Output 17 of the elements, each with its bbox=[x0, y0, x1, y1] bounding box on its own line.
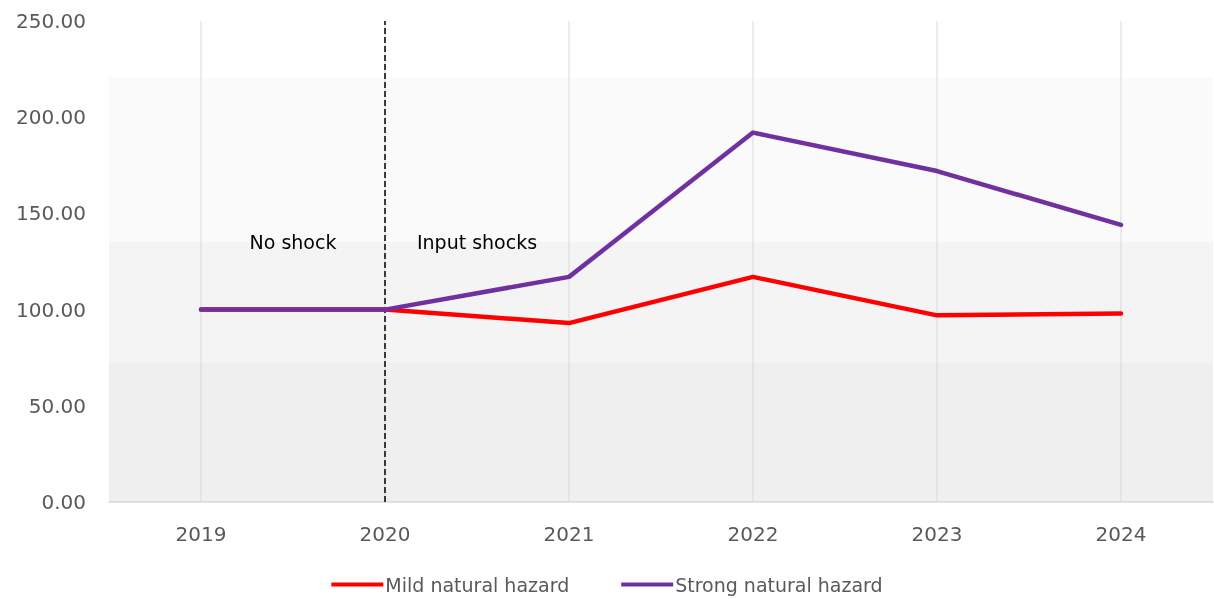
annotation: No shock bbox=[249, 230, 337, 253]
y-tick-label: 200.00 bbox=[16, 105, 86, 130]
annotation: Input shocks bbox=[416, 230, 538, 253]
x-tick-label: 2020 bbox=[359, 522, 411, 546]
x-tick-label: 2024 bbox=[1095, 522, 1147, 546]
x-tick-label: 2023 bbox=[911, 522, 963, 546]
x-tick-label: 2021 bbox=[543, 522, 595, 546]
line-series bbox=[198, 130, 1124, 312]
legend-label: Mild natural hazard bbox=[385, 573, 570, 596]
y-tick-label: 150.00 bbox=[16, 201, 86, 226]
legend-label: Strong natural hazard bbox=[675, 573, 883, 596]
y-tick-label: 100.00 bbox=[16, 297, 86, 322]
x-tick-label: 2022 bbox=[727, 522, 779, 546]
x-tick-label: 2019 bbox=[175, 522, 227, 546]
y-tick-label: 250.00 bbox=[16, 9, 86, 33]
y-tick-label: 0.00 bbox=[41, 490, 86, 514]
y-tick-label: 50.00 bbox=[28, 393, 86, 418]
